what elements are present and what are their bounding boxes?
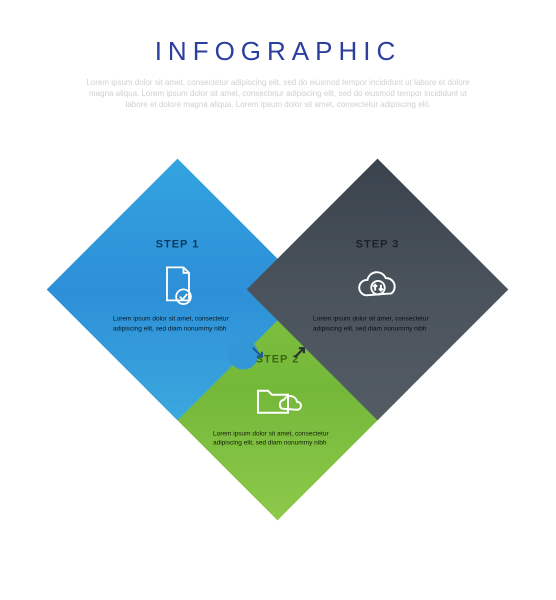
- document-check-icon: [153, 260, 203, 310]
- step-3-label: Step 3: [356, 238, 400, 250]
- step-3-diamond: Step 3 Lorem ipsum dolor sit amet, conse…: [247, 159, 509, 421]
- step-3-body: Lorem ipsum dolor sit amet, consectetur …: [285, 314, 470, 332]
- page-title: Infographic: [0, 0, 556, 67]
- intro-text: Lorem ipsum dolor sit amet, consectetur …: [0, 67, 556, 111]
- arrow-up-right-icon: ↗: [292, 342, 307, 363]
- step-1-label: Step 1: [156, 238, 200, 250]
- infographic-diagram: Step 2 Lorem ipsum dolor sit amet, conse…: [78, 190, 478, 550]
- step-1-body: Lorem ipsum dolor sit amet, consectetur …: [85, 314, 270, 332]
- cloud-sync-icon: [353, 260, 403, 310]
- step-2-body: Lorem ipsum dolor sit amet, consectetur …: [185, 429, 370, 447]
- arrow-down-right-icon: ↘: [250, 342, 265, 363]
